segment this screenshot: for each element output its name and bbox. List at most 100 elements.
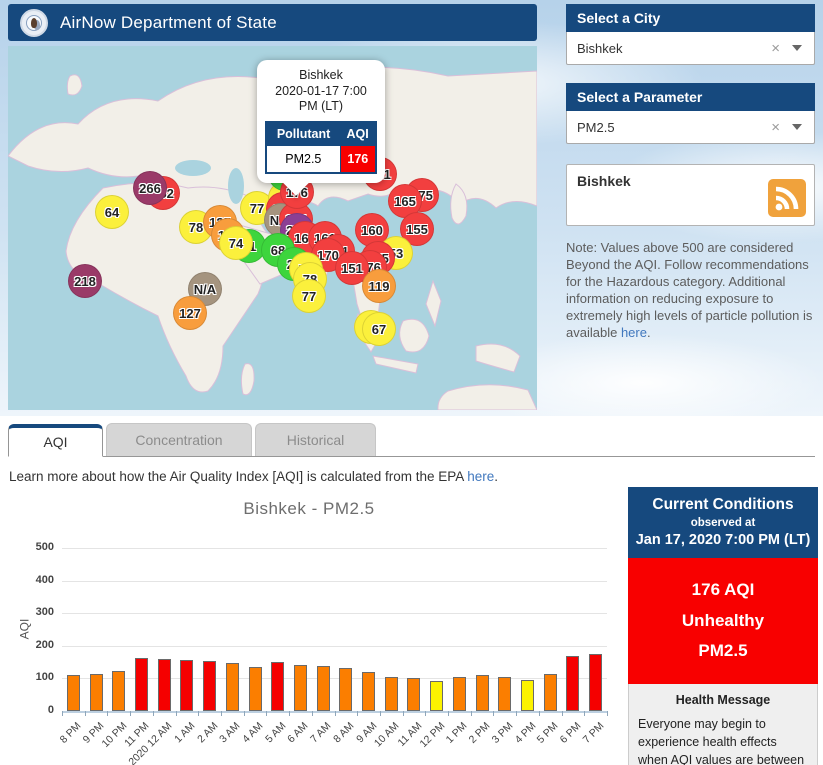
x-axis-tick: [561, 711, 563, 716]
x-axis-tick: [516, 711, 518, 716]
rss-city-label: Bishkek: [577, 173, 631, 189]
gridline: [62, 645, 607, 647]
clear-icon[interactable]: ×: [771, 118, 780, 136]
y-tick-label: 200: [35, 638, 54, 651]
observed-at-label: observed at: [690, 517, 756, 529]
aqi-map-marker[interactable]: 67: [362, 312, 396, 346]
tab-aqi[interactable]: AQI: [8, 424, 103, 457]
x-axis-tick: [470, 711, 472, 716]
y-tick-label: 0: [47, 704, 54, 716]
health-message-title: Health Message: [675, 692, 771, 707]
bar-12-pm[interactable]: [430, 681, 444, 711]
world-aqi-map[interactable]: 15226664781251114174218N/A1277793161N/A1…: [8, 46, 537, 410]
chart-title: Bishkek - PM2.5: [243, 499, 375, 518]
parameter-select-value: PM2.5: [577, 119, 615, 135]
gridline: [62, 548, 607, 549]
tab-historical[interactable]: Historical: [255, 423, 376, 456]
city-select-value: Bishkek: [577, 40, 623, 56]
chevron-down-icon[interactable]: [792, 45, 802, 51]
city-select[interactable]: Bishkek ×: [566, 32, 815, 65]
bar-7-pm[interactable]: [589, 653, 603, 711]
aqi-map-marker[interactable]: 127: [173, 296, 207, 330]
select-parameter-header: Select a Parameter: [566, 83, 815, 111]
aqi-map-marker[interactable]: 151: [335, 251, 369, 285]
top-section: AirNow Department of State: [0, 0, 823, 416]
clear-icon[interactable]: ×: [771, 39, 780, 57]
bar-2020-12-am[interactable]: [157, 658, 171, 711]
bar-10-am[interactable]: [384, 676, 398, 711]
x-axis-tick: [425, 711, 427, 716]
bar-6-pm[interactable]: [566, 656, 580, 711]
gridline: [62, 613, 607, 615]
bar-9-pm[interactable]: [89, 674, 103, 711]
aqi-map-marker[interactable]: 266: [133, 171, 167, 205]
epa-here-link[interactable]: here: [467, 469, 495, 484]
bar-11-am[interactable]: [407, 678, 421, 711]
aqi-map-marker[interactable]: 74: [219, 226, 253, 260]
bottom-section: Bishkek - PM2.5 AQI 500 400 300 200 100 0 8 PM…: [0, 487, 823, 765]
x-axis-tick: [152, 711, 154, 716]
bar-3-pm[interactable]: [498, 676, 512, 711]
popup-col-pollutant: Pollutant: [266, 121, 341, 146]
rss-feed-box: Bishkek: [566, 164, 815, 226]
chart-plot-area: 500 400 300 200 100 0 8 PM 9 PM 10 PM 11 PM 2020 1…: [36, 541, 608, 765]
x-axis-tick: [379, 711, 381, 716]
aqi-map-marker[interactable]: 64: [95, 195, 129, 229]
x-axis-tick: [198, 711, 200, 716]
aqi-map-marker[interactable]: 218: [68, 264, 102, 298]
bar-5-pm[interactable]: [543, 673, 557, 711]
bar-4-pm[interactable]: [521, 680, 535, 711]
chevron-down-icon[interactable]: [792, 124, 802, 130]
y-axis-label: AQI: [17, 618, 32, 639]
bar-11-pm[interactable]: [134, 657, 148, 711]
current-conditions-title: Current Conditions: [652, 496, 794, 513]
x-axis-tick: [289, 711, 291, 716]
bar-5-am[interactable]: [271, 661, 285, 711]
aqi-parameter: PM2.5: [698, 641, 748, 661]
health-message-box: Health Message Everyone may begin to exp…: [628, 683, 818, 765]
current-conditions-panel: Current Conditions observed at Jan 17, 2…: [628, 487, 818, 765]
aqi-value-line: 176 AQI: [691, 580, 755, 599]
x-axis-tick: [357, 711, 359, 716]
x-axis-tick: [175, 711, 177, 716]
gridline: [62, 678, 607, 680]
aqi-map-marker[interactable]: 155: [400, 212, 434, 246]
popup-title: Bishkek 2020-01-17 7:00 PM (LT): [275, 68, 367, 114]
bar-1-am[interactable]: [180, 660, 194, 711]
x-axis-tick: [107, 711, 109, 716]
x-axis-tick: [334, 711, 336, 716]
tab-concentration[interactable]: Concentration: [106, 423, 252, 456]
learn-more-text: Learn more about how the Air Quality Ind…: [9, 469, 499, 484]
bar-1-pm[interactable]: [452, 677, 466, 711]
department-of-state-seal-icon: [20, 8, 48, 37]
x-axis-tick: [62, 711, 63, 716]
x-axis-tick: [584, 711, 586, 716]
app-title: AirNow Department of State: [60, 12, 277, 32]
bar-3-am[interactable]: [225, 663, 239, 711]
bar-6-am[interactable]: [293, 664, 307, 711]
x-axis-tick: [84, 711, 86, 716]
bar-9-am[interactable]: [362, 672, 376, 711]
x-axis-tick: [130, 711, 132, 716]
bar-7-am[interactable]: [316, 666, 330, 711]
bar-2-pm[interactable]: [475, 674, 489, 711]
bar-8-am[interactable]: [339, 667, 353, 711]
bar-8-pm[interactable]: [66, 675, 80, 711]
parameter-select[interactable]: PM2.5 ×: [566, 111, 815, 144]
popup-col-aqi: AQI: [340, 121, 376, 146]
bar-2-am[interactable]: [203, 661, 217, 711]
select-city-header: Select a City: [566, 4, 815, 32]
app-header: AirNow Department of State: [8, 4, 537, 41]
bar-10-pm[interactable]: [112, 670, 126, 711]
y-tick-label: 300: [35, 606, 54, 619]
bar-4-am[interactable]: [248, 667, 262, 711]
aqi-map-marker[interactable]: 119: [362, 269, 396, 303]
x-axis-tick: [493, 711, 495, 716]
gridline: [62, 580, 607, 582]
rss-icon[interactable]: [768, 179, 806, 217]
y-tick-label: 100: [35, 671, 54, 684]
aqi-status-box: 176 AQI Unhealthy PM2.5: [628, 558, 818, 684]
aqi-map-marker[interactable]: 77: [292, 279, 326, 313]
x-axis-tick: [220, 711, 222, 716]
note-here-link[interactable]: here: [620, 325, 647, 340]
